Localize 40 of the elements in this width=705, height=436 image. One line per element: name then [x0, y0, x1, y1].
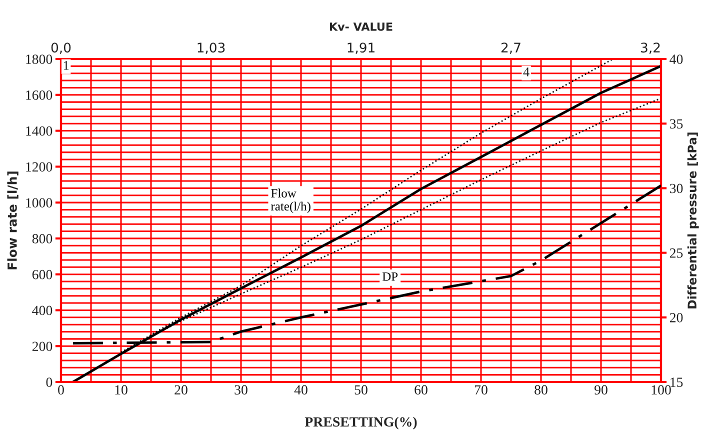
x-tick-label: 90 — [594, 385, 608, 395]
y-tick-label: 200 — [32, 342, 52, 352]
y-tick-label: 600 — [32, 270, 52, 280]
y-tick-label: 1600 — [26, 90, 52, 100]
x-tick-label: 20 — [174, 385, 188, 395]
y-tick-label: 0 — [46, 378, 52, 387]
y2-tick-label: 40 — [670, 54, 683, 64]
y-tick-label: 800 — [32, 234, 52, 244]
y2-tick-label: 30 — [670, 184, 683, 194]
series-label: DP — [382, 272, 398, 281]
x-tick-label: 30 — [234, 385, 248, 395]
text: 0,0 — [51, 42, 71, 54]
x2-axis-title: Kv- VALUE — [330, 22, 392, 31]
x-tick-label: 50 — [354, 385, 368, 395]
x-axis-title: PRESETTING(%) — [304, 416, 417, 430]
x-tick-label: 10 — [115, 385, 128, 395]
y-tick-label: 400 — [32, 306, 52, 316]
x-tick-label: 40 — [294, 385, 308, 395]
text: 1,03 — [198, 42, 225, 54]
x-tick-label: 80 — [534, 385, 548, 395]
y2-axis-title: Differential pressure [kPa] — [687, 132, 699, 308]
annotation: 4 — [523, 68, 530, 76]
y2-tick-label: 25 — [670, 248, 683, 258]
y2-tick-label: 35 — [670, 119, 683, 129]
text: 3,2 — [641, 42, 660, 54]
y-tick-label: 1000 — [26, 198, 52, 208]
y2-tick-label: 15 — [670, 378, 683, 387]
text: 2,7 — [501, 42, 520, 54]
x-tick-label: 100 — [652, 385, 671, 395]
text: 1,91 — [348, 42, 374, 54]
y-axis-title: Flow rate [l/h] — [7, 172, 18, 270]
annotation: 1 — [64, 61, 69, 70]
x-tick-label: 0 — [58, 385, 64, 395]
y-tick-label: 1800 — [26, 54, 52, 64]
y-tick-label: 1400 — [26, 126, 52, 136]
text: Flow rate(l/h) — [270, 188, 310, 214]
x-tick-label: 70 — [474, 385, 488, 395]
y2-tick-label: 20 — [670, 312, 683, 322]
x-tick-label: 60 — [414, 385, 428, 395]
y-tick-label: 1200 — [26, 162, 52, 172]
